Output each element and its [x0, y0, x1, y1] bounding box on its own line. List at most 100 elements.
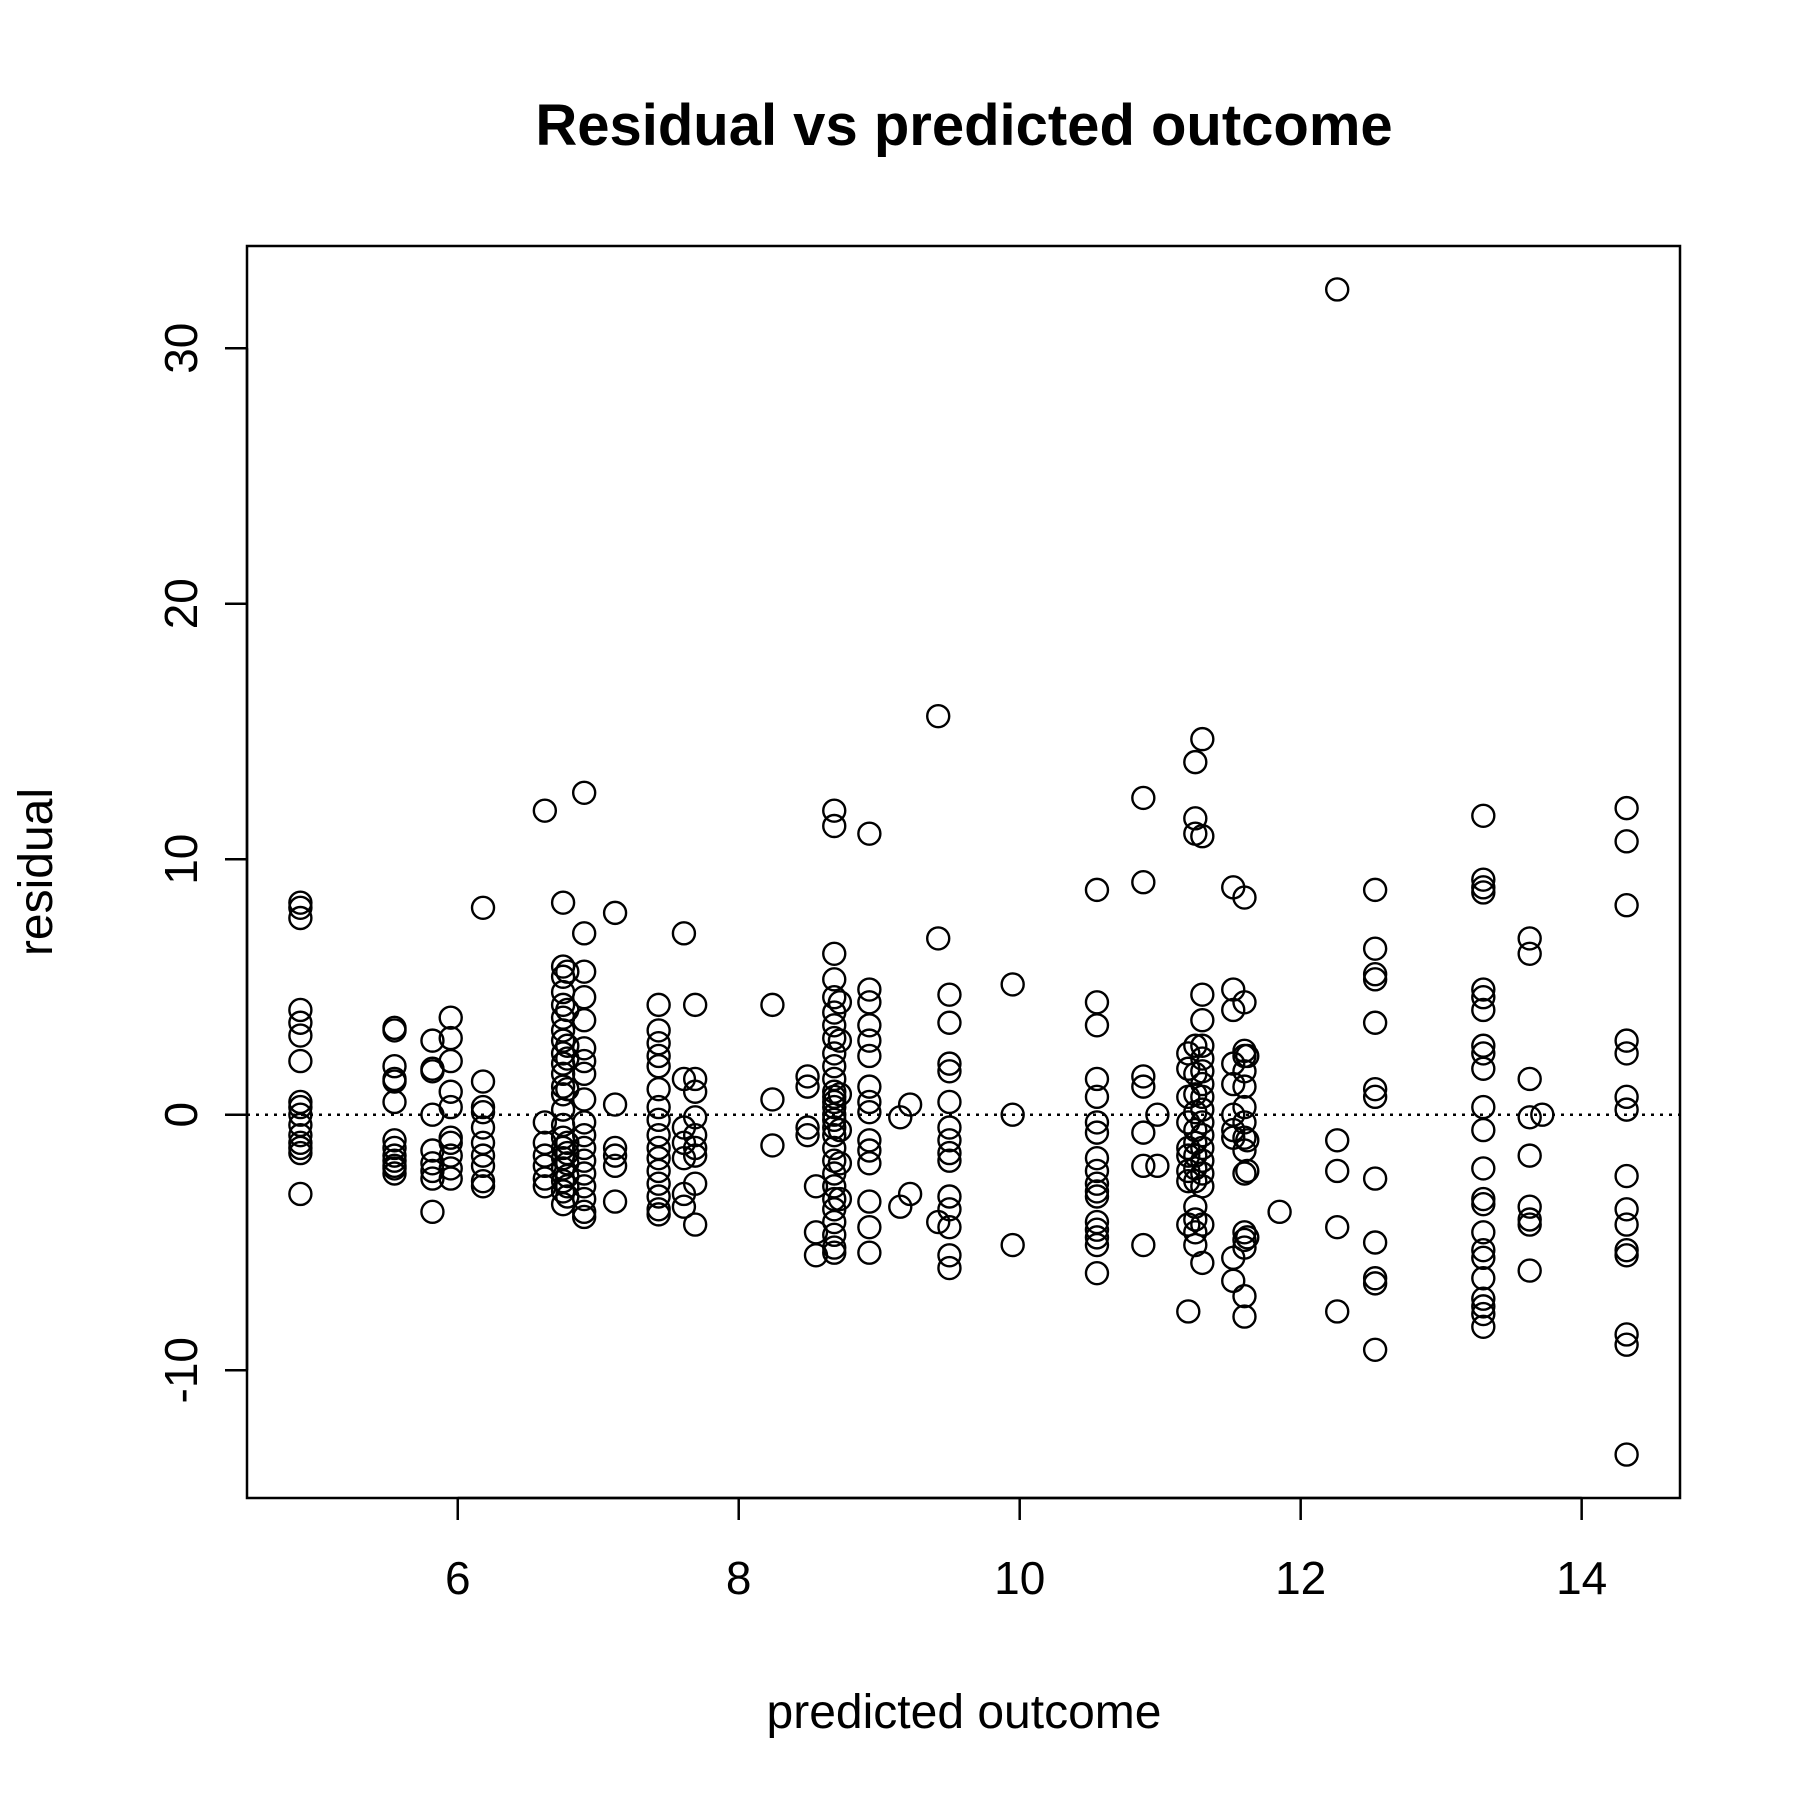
y-tick-label: -10 [155, 1337, 207, 1403]
data-point [1183, 1033, 1208, 1058]
data-point [682, 1135, 708, 1161]
data-point [646, 1145, 671, 1171]
data-point [1471, 1117, 1496, 1143]
data-point [646, 1197, 671, 1222]
data-point [1232, 1304, 1257, 1329]
data-point [646, 1094, 671, 1120]
data-point [1471, 1294, 1496, 1319]
data-point [1471, 1041, 1496, 1066]
data-point [1232, 1220, 1257, 1245]
data-point [1471, 1220, 1496, 1245]
data-point [1362, 962, 1388, 987]
data-point [857, 1214, 882, 1240]
data-point [827, 990, 853, 1015]
data-point [671, 1194, 697, 1219]
data-point [937, 1010, 962, 1035]
data-point [646, 1184, 671, 1209]
data-point [1183, 1207, 1208, 1232]
data-point [1614, 1332, 1639, 1357]
data-point [1190, 1161, 1215, 1186]
data-point [571, 1110, 597, 1135]
data-point [1267, 1199, 1292, 1225]
data-point [1084, 1184, 1110, 1209]
data-point [1614, 1028, 1639, 1053]
data-point [682, 1105, 708, 1130]
data-point [1235, 1043, 1260, 1069]
data-point [470, 1143, 496, 1168]
data-point [1471, 1237, 1496, 1263]
data-point [1517, 941, 1542, 966]
y-axis: -10 0 10 20 30 [155, 323, 249, 1403]
data-point [1084, 1084, 1110, 1110]
data-point [550, 890, 576, 915]
data-point [1325, 1158, 1350, 1184]
data-point [1362, 1076, 1388, 1102]
data-point [1190, 1046, 1215, 1071]
data-point [822, 1235, 847, 1260]
chart-title: Residual vs predicted outcome [535, 93, 1392, 158]
data-point [470, 1069, 496, 1094]
data-point [571, 985, 597, 1010]
data-point [1190, 1084, 1215, 1110]
data-point [1235, 1128, 1260, 1153]
data-points [288, 277, 1639, 1467]
data-point [1131, 1074, 1156, 1099]
data-point [1614, 1442, 1639, 1467]
plot-frame [245, 244, 1682, 1500]
data-point [571, 1061, 597, 1087]
data-point [571, 1007, 597, 1033]
data-point [827, 1186, 853, 1212]
data-point [760, 1133, 785, 1158]
data-point [1221, 977, 1246, 1002]
data-point [532, 1110, 558, 1135]
data-point [857, 1089, 882, 1115]
data-point [571, 959, 597, 984]
data-point [1517, 1105, 1542, 1130]
data-point [795, 1122, 820, 1148]
data-point [438, 1156, 463, 1181]
data-point [1471, 1056, 1496, 1081]
data-point [288, 895, 313, 920]
data-point [1325, 277, 1350, 302]
data-point [857, 977, 882, 1002]
data-point [1145, 1102, 1170, 1127]
data-point [822, 813, 847, 839]
data-point [1190, 824, 1215, 849]
data-point [1084, 1158, 1110, 1184]
data-point [571, 1135, 597, 1161]
data-point [288, 1135, 313, 1161]
data-point [1232, 1094, 1257, 1120]
data-point [1614, 1322, 1639, 1347]
data-point [382, 1069, 407, 1094]
data-point [382, 1018, 407, 1043]
data-point [1614, 1237, 1639, 1263]
data-point [1084, 1171, 1110, 1196]
data-point [1000, 1102, 1025, 1127]
data-point [288, 1140, 313, 1166]
data-point [470, 895, 496, 920]
data-point [1614, 1197, 1639, 1222]
data-point [1471, 803, 1496, 828]
data-point [857, 821, 882, 846]
data-point [1190, 1250, 1215, 1276]
data-point [1362, 1266, 1388, 1291]
data-point [1362, 877, 1388, 903]
data-point [438, 1048, 463, 1074]
data-point [571, 1204, 597, 1230]
data-point [288, 1102, 313, 1127]
data-point [1232, 1059, 1257, 1084]
data-point [822, 941, 847, 966]
data-point [857, 1240, 882, 1265]
data-point [288, 997, 313, 1023]
data-point [857, 1028, 882, 1053]
data-point [937, 982, 962, 1007]
data-point [571, 1148, 597, 1173]
data-point [1084, 1120, 1110, 1145]
data-point [1232, 990, 1257, 1015]
data-point [288, 905, 313, 931]
data-point [1084, 877, 1110, 903]
data-point [1614, 795, 1639, 821]
data-point [1362, 1271, 1388, 1296]
data-point [822, 1135, 847, 1161]
